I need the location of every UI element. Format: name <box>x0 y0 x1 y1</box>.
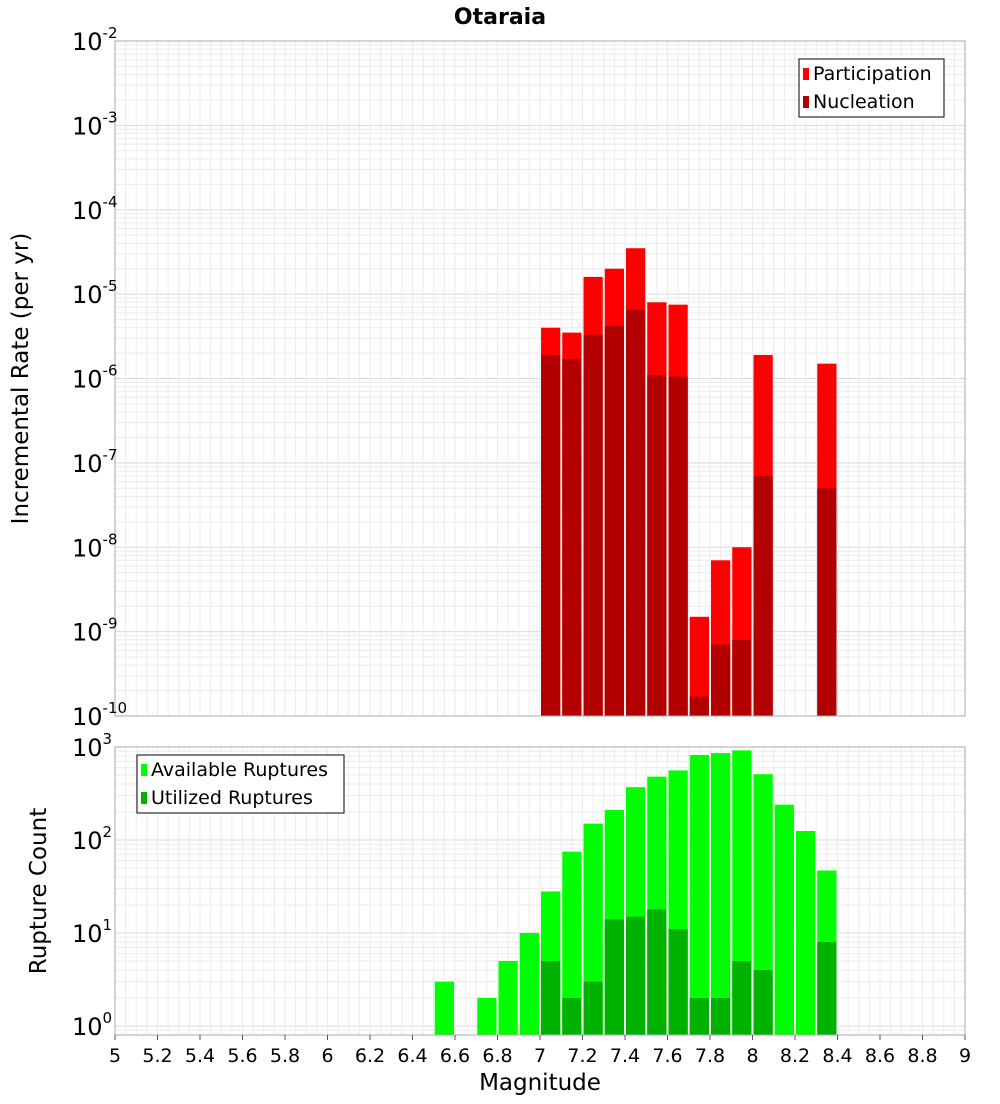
bar <box>434 981 454 1035</box>
y-axis-label: Incremental Rate (per yr) <box>8 233 34 525</box>
bar <box>732 960 752 1035</box>
x-tick-label: 5.8 <box>270 1045 300 1067</box>
x-tick-label: 6.6 <box>440 1045 470 1067</box>
bar <box>562 997 582 1035</box>
x-tick-label: 8 <box>746 1045 758 1067</box>
y-tick-label: 10-3 <box>72 108 118 140</box>
bar <box>732 639 752 716</box>
legend-label: Utilized Ruptures <box>151 787 313 809</box>
y-tick-label: 10-9 <box>72 615 118 647</box>
bar <box>604 325 624 716</box>
bar <box>477 997 497 1035</box>
bar <box>753 774 773 1035</box>
x-tick-label: 6.8 <box>482 1045 512 1067</box>
legend-box <box>136 754 345 814</box>
bar <box>689 696 709 716</box>
y-tick-label: 10-6 <box>72 362 118 394</box>
series-nucleation <box>541 309 837 716</box>
bar <box>626 309 646 716</box>
x-tick-label: 6.4 <box>397 1045 427 1067</box>
bar <box>626 916 646 1035</box>
x-tick-label: 8.8 <box>907 1045 937 1067</box>
x-tick-label: 8.4 <box>822 1045 852 1067</box>
bar <box>668 376 688 716</box>
x-tick-label: 7.6 <box>652 1045 682 1067</box>
y-tick-label: 10-7 <box>72 446 118 478</box>
x-tick-label: 9 <box>959 1045 971 1067</box>
x-tick-label: 6.2 <box>355 1045 385 1067</box>
y-tick-label: 10-8 <box>72 530 118 562</box>
legend-label: Participation <box>813 63 932 85</box>
bar <box>753 969 773 1035</box>
grid-lines <box>114 40 966 717</box>
bar <box>498 960 518 1035</box>
bar <box>774 804 794 1035</box>
bar <box>647 909 667 1035</box>
x-tick-label: 7 <box>534 1045 546 1067</box>
x-axis: 5 5.2 5.4 5.6 5.8 6 6.2 6.4 6.6 6.8 7 7.2 7.4 7.6 7.8 8… <box>109 1035 971 1067</box>
legend: Participation Nucleation <box>798 58 945 118</box>
x-axis-label: Magnitude <box>479 1070 601 1096</box>
x-tick-label: 8.2 <box>780 1045 810 1067</box>
bar <box>817 942 837 1035</box>
y-tick-labels: 10-10 10-9 10-8 10-7 10-6 10-5 10-4 10-3 10-2 <box>72 24 127 731</box>
x-tick-label: 5 <box>109 1045 121 1067</box>
x-tick-label: 5.2 <box>142 1045 172 1067</box>
bar <box>519 932 539 1035</box>
y-tick-label: 102 <box>72 823 112 855</box>
x-tick-label: 5.6 <box>227 1045 257 1067</box>
bar <box>562 359 582 716</box>
y-tick-label: 10-4 <box>72 193 118 225</box>
x-tick-label: 5.4 <box>185 1045 215 1067</box>
plot-border <box>114 40 966 717</box>
y-tick-labels: 100 101 102 103 <box>72 730 112 1041</box>
bar <box>753 475 773 716</box>
bar <box>541 354 561 716</box>
bar <box>711 997 731 1035</box>
bar <box>647 375 667 716</box>
bar <box>796 830 816 1035</box>
bar <box>604 919 624 1035</box>
x-tick-label: 7.8 <box>695 1045 725 1067</box>
bar <box>668 929 688 1035</box>
legend: Available Ruptures Utilized Ruptures <box>136 754 345 814</box>
bar <box>689 997 709 1035</box>
y-axis-label: Rupture Count <box>26 808 52 974</box>
legend-label: Available Ruptures <box>151 759 328 781</box>
bar <box>711 753 731 1035</box>
bar <box>541 960 561 1035</box>
y-tick-label: 103 <box>72 730 112 762</box>
bar <box>689 755 709 1035</box>
y-tick-label: 10-10 <box>72 699 127 731</box>
x-tick-label: 7.4 <box>610 1045 640 1067</box>
bar <box>689 616 709 716</box>
legend-swatch <box>141 764 147 776</box>
legend-label: Nucleation <box>813 91 915 113</box>
x-tick-label: 8.6 <box>865 1045 895 1067</box>
y-tick-label: 10-2 <box>72 24 118 56</box>
y-tick-label: 100 <box>72 1009 112 1041</box>
legend-swatch <box>141 792 147 804</box>
legend-box <box>798 58 945 118</box>
legend-swatch <box>803 68 809 80</box>
bar <box>817 488 837 716</box>
bar <box>711 644 731 716</box>
x-tick-label: 7.2 <box>567 1045 597 1067</box>
x-tick-label: 6 <box>321 1045 333 1067</box>
bar <box>562 851 582 1035</box>
y-tick-label: 10-5 <box>72 277 118 309</box>
legend-swatch <box>803 96 809 108</box>
rupture-count-panel: 100 101 102 103 Rupture Count Available Ruptu… <box>26 730 966 1041</box>
bar <box>583 334 603 716</box>
y-tick-label: 101 <box>72 916 112 948</box>
rate-panel: 10-10 10-9 10-8 10-7 10-6 10-5 10-4 10-3 10-2 Inc… <box>8 24 966 731</box>
series-utilized-ruptures <box>541 909 837 1035</box>
chart-title: Otaraia <box>454 5 546 30</box>
bar <box>583 981 603 1035</box>
